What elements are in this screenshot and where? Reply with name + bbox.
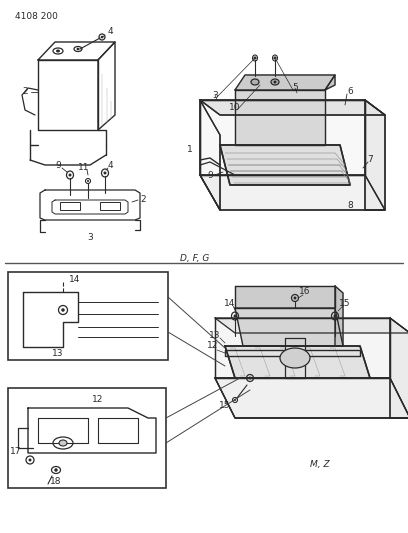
Bar [8, 388, 166, 488]
Ellipse shape [273, 80, 277, 84]
Ellipse shape [274, 57, 276, 59]
Ellipse shape [333, 314, 337, 318]
Ellipse shape [87, 180, 89, 182]
Polygon shape [390, 318, 408, 418]
Polygon shape [235, 308, 343, 346]
Text: 14: 14 [69, 276, 81, 285]
Bar [60, 202, 80, 210]
Ellipse shape [101, 36, 103, 38]
Text: 12: 12 [92, 395, 104, 405]
Ellipse shape [56, 50, 60, 52]
Text: 4: 4 [107, 161, 113, 171]
Ellipse shape [280, 348, 310, 368]
Text: 15: 15 [339, 298, 351, 308]
Polygon shape [200, 175, 385, 210]
Polygon shape [215, 318, 408, 333]
Text: 10: 10 [229, 103, 241, 112]
Text: 8: 8 [347, 200, 353, 209]
Polygon shape [225, 346, 370, 378]
Text: 1: 1 [187, 146, 193, 155]
Ellipse shape [69, 174, 71, 176]
Polygon shape [235, 75, 335, 90]
Polygon shape [200, 100, 220, 210]
Text: 14: 14 [224, 298, 236, 308]
Text: 18: 18 [50, 477, 62, 486]
Text: 12: 12 [207, 342, 219, 351]
Text: 2: 2 [22, 87, 28, 96]
Polygon shape [200, 100, 365, 175]
Text: M, Z: M, Z [310, 461, 330, 470]
Text: 15: 15 [219, 401, 231, 410]
Ellipse shape [251, 79, 259, 85]
Ellipse shape [233, 314, 237, 318]
Text: 17: 17 [9, 447, 21, 456]
Text: 13: 13 [52, 350, 64, 359]
Ellipse shape [54, 469, 58, 472]
Polygon shape [325, 75, 335, 90]
Text: 11: 11 [78, 164, 90, 173]
Ellipse shape [77, 48, 80, 50]
Polygon shape [365, 100, 385, 210]
Text: 3: 3 [212, 91, 218, 100]
Text: 16: 16 [299, 287, 311, 296]
Polygon shape [200, 100, 385, 115]
Text: 4: 4 [108, 28, 113, 36]
Ellipse shape [29, 458, 31, 462]
Bar [8, 272, 168, 360]
Polygon shape [235, 90, 325, 145]
Text: 9: 9 [207, 171, 213, 180]
Ellipse shape [271, 79, 279, 85]
Text: 4108 200: 4108 200 [15, 12, 58, 21]
Text: 9: 9 [55, 161, 61, 171]
Polygon shape [215, 318, 390, 378]
Text: 7: 7 [367, 156, 373, 165]
Ellipse shape [248, 376, 251, 379]
Ellipse shape [254, 57, 256, 59]
Ellipse shape [59, 440, 67, 446]
Text: 2: 2 [140, 196, 146, 205]
Ellipse shape [234, 399, 236, 401]
Polygon shape [215, 378, 408, 418]
Text: 3: 3 [87, 233, 93, 243]
Text: D, F, G: D, F, G [180, 254, 210, 262]
Text: 5: 5 [292, 84, 298, 93]
Polygon shape [335, 286, 343, 346]
Ellipse shape [104, 172, 106, 174]
Text: 6: 6 [347, 87, 353, 96]
Ellipse shape [61, 308, 65, 312]
Polygon shape [220, 145, 350, 185]
Text: 13: 13 [209, 330, 221, 340]
Bar [100, 202, 120, 210]
Ellipse shape [293, 296, 297, 300]
Polygon shape [235, 286, 335, 308]
